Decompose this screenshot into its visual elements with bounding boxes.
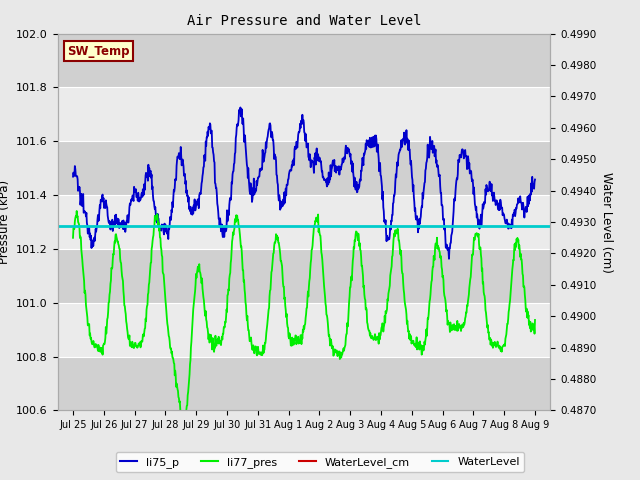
- Bar: [58, 357, 550, 410]
- Bar: [58, 34, 550, 87]
- Bar: [58, 87, 550, 141]
- Bar: [58, 303, 550, 357]
- Bar: [58, 141, 550, 195]
- Legend: li75_p, li77_pres, WaterLevel_cm, WaterLevel: li75_p, li77_pres, WaterLevel_cm, WaterL…: [116, 452, 524, 472]
- Y-axis label: Pressure (kPa): Pressure (kPa): [0, 180, 11, 264]
- Y-axis label: Water Level (cm): Water Level (cm): [600, 171, 613, 273]
- Bar: [58, 249, 550, 303]
- Text: SW_Temp: SW_Temp: [67, 45, 130, 58]
- Title: Air Pressure and Water Level: Air Pressure and Water Level: [187, 14, 421, 28]
- Bar: [58, 195, 550, 249]
